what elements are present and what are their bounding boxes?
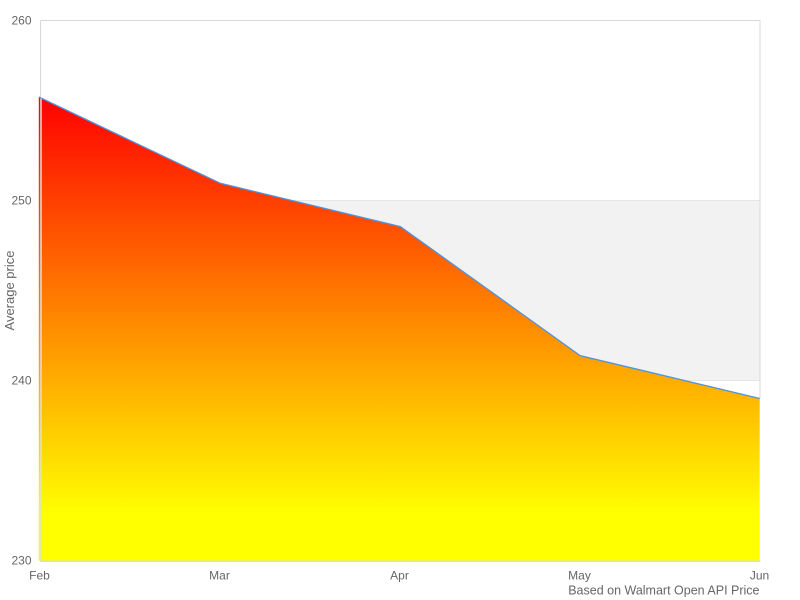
svg-text:Based on Walmart Open API Pric: Based on Walmart Open API Price [568, 584, 759, 598]
svg-text:260: 260 [11, 14, 31, 28]
svg-text:Apr: Apr [390, 569, 409, 583]
svg-text:250: 250 [11, 194, 31, 208]
svg-text:240: 240 [11, 374, 31, 388]
svg-text:Feb: Feb [29, 569, 50, 583]
svg-text:May: May [568, 569, 591, 583]
svg-text:Average price: Average price [2, 251, 17, 331]
svg-text:230: 230 [11, 554, 31, 568]
svg-text:Jun: Jun [750, 569, 769, 583]
svg-text:Mar: Mar [209, 569, 230, 583]
